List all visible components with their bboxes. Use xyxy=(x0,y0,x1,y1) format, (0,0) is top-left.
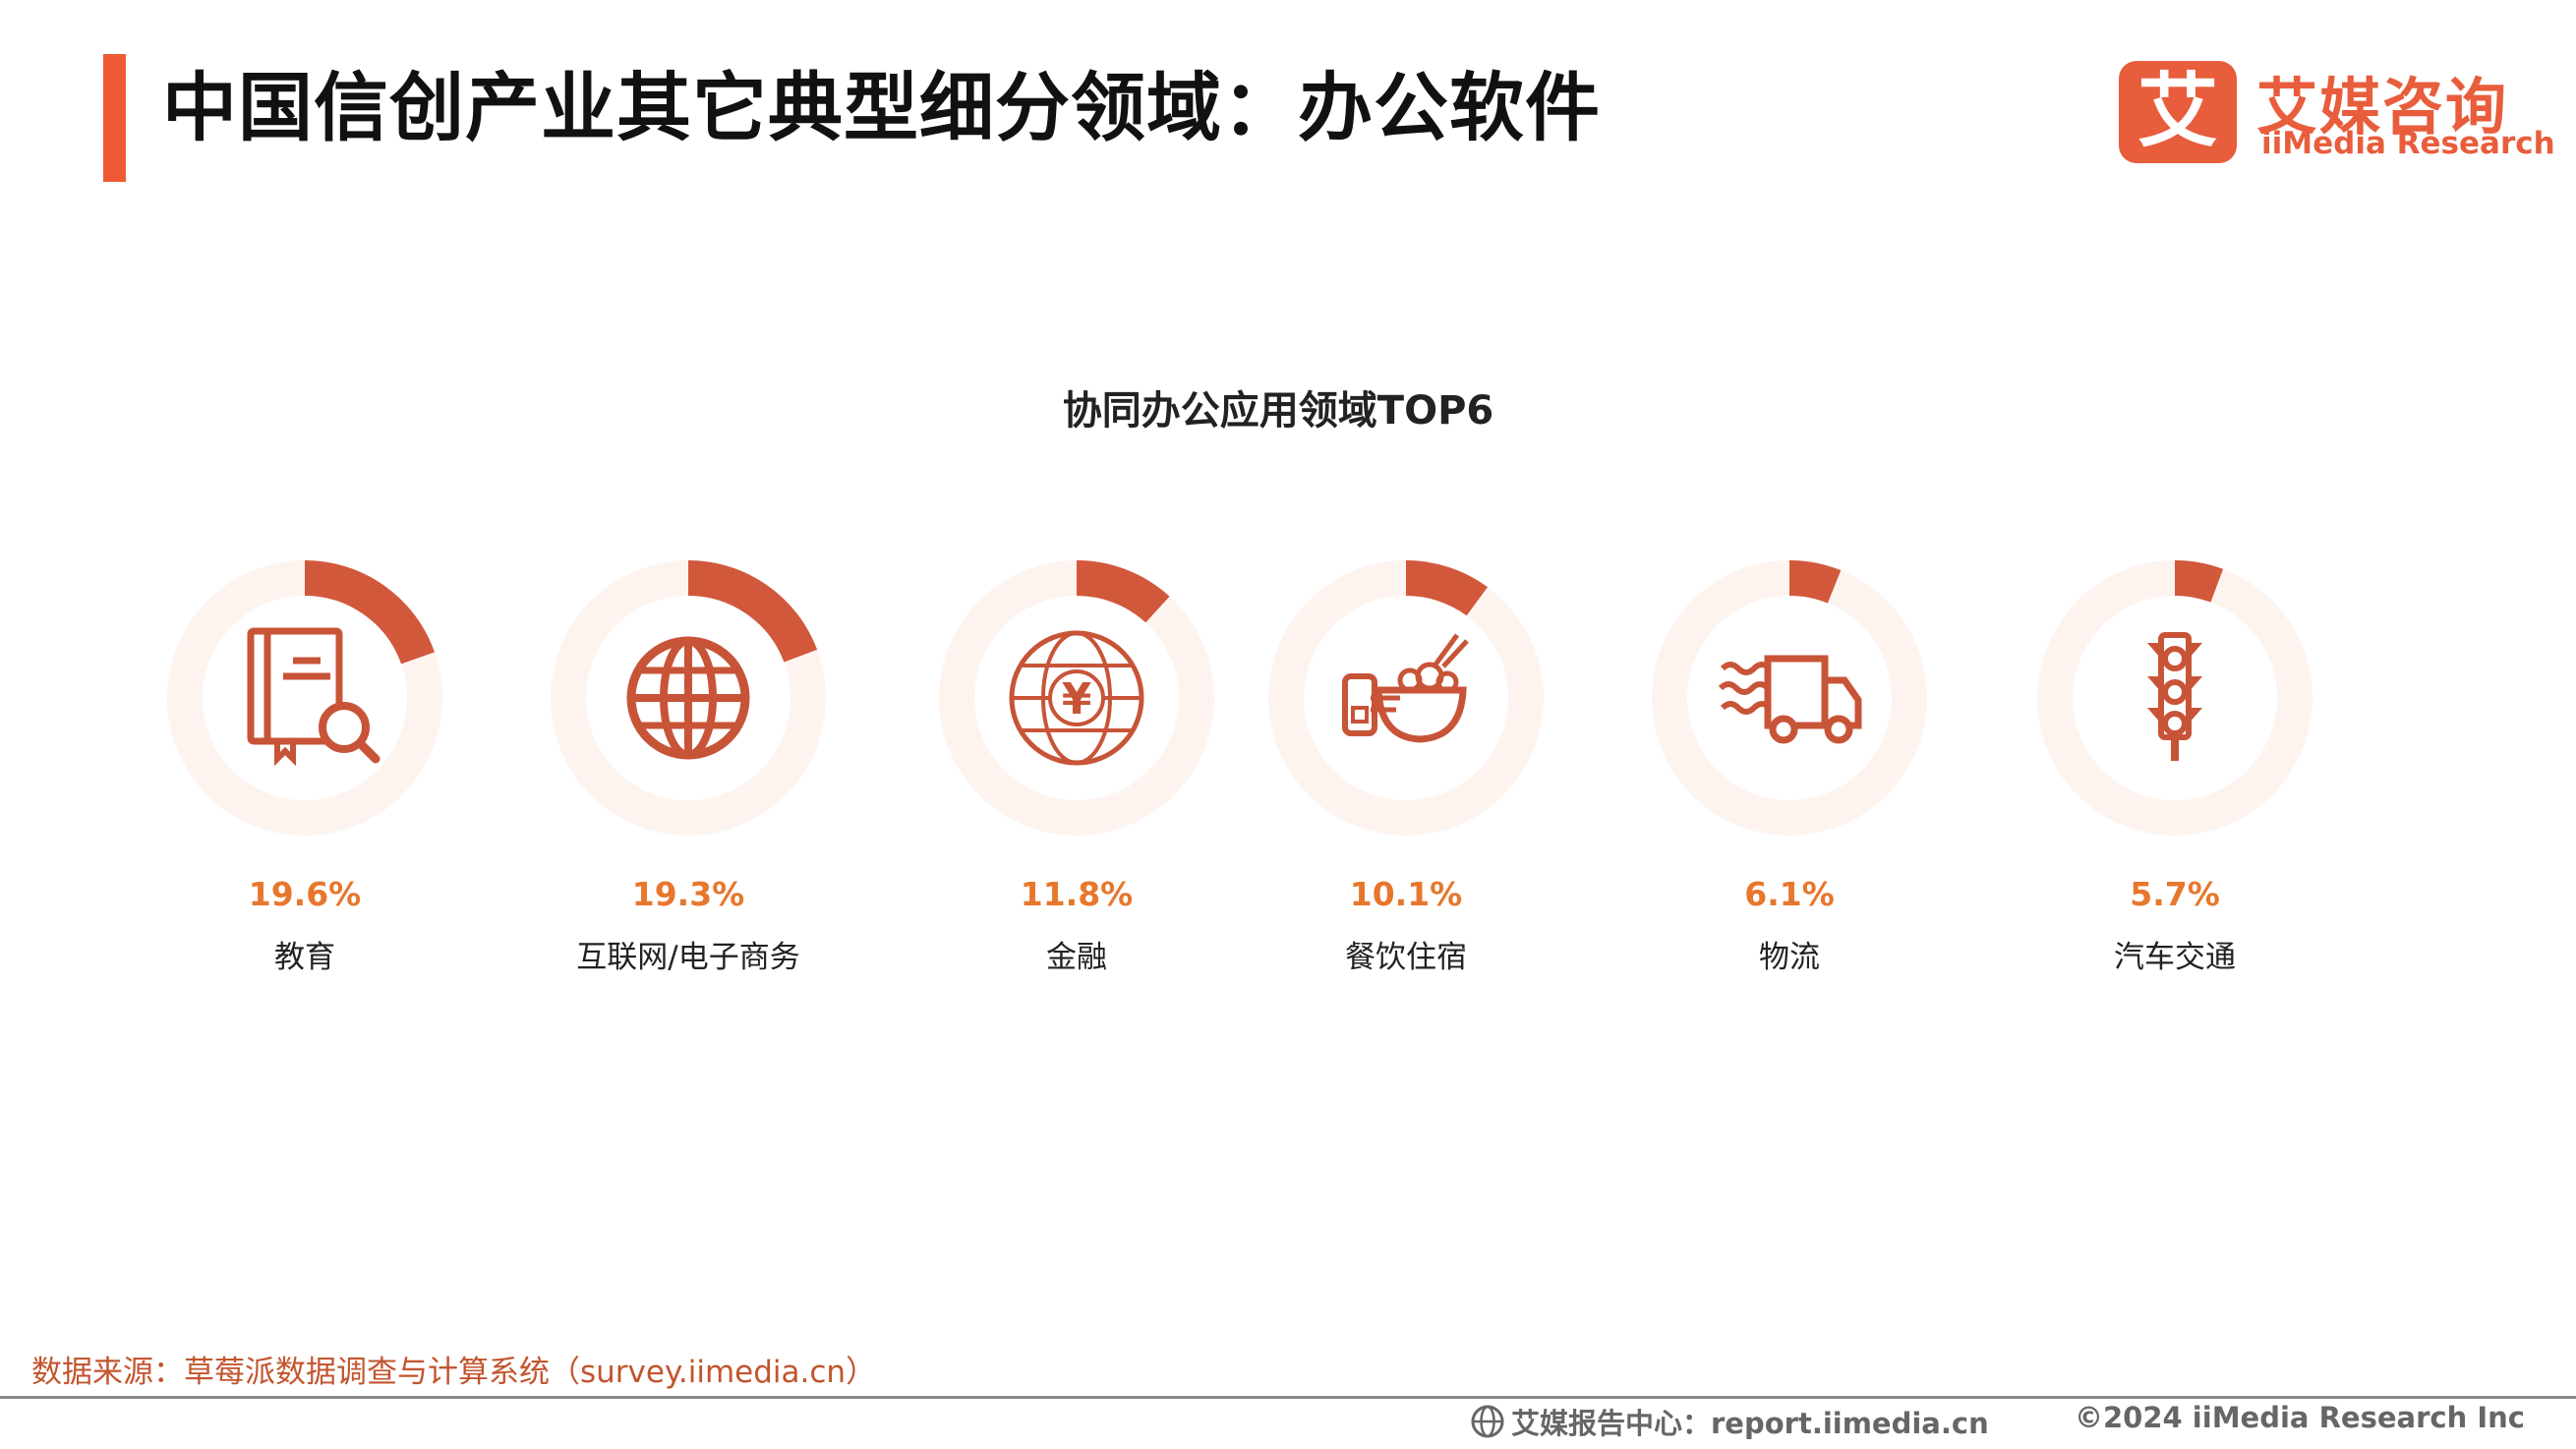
copyright: ©2024 iiMedia Research Inc xyxy=(2075,1401,2525,1434)
svg-text:¥: ¥ xyxy=(1062,674,1092,724)
value-label: 19.6% xyxy=(248,875,362,913)
yen-globe-icon: ¥ xyxy=(1009,630,1144,766)
chart-title: 协同办公应用领域TOP6 xyxy=(1062,388,1494,434)
category-label: 教育 xyxy=(274,940,335,975)
title-accent-bar xyxy=(103,54,126,182)
food-bowl-icon xyxy=(1342,633,1469,743)
value-label: 19.3% xyxy=(631,875,745,913)
brand-logo: 艾 艾媒咨询 iiMedia Research xyxy=(2119,61,2555,167)
report-center: 艾媒报告中心：report.iimedia.cn xyxy=(1470,1401,1989,1442)
donut-ring xyxy=(167,560,442,836)
category-label: 互联网/电子商务 xyxy=(576,940,800,975)
category-label: 汽车交通 xyxy=(2114,940,2236,975)
category-label: 餐饮住宿 xyxy=(1345,940,1467,975)
value-label: 5.7% xyxy=(2130,875,2220,913)
donut-slice xyxy=(304,560,436,665)
donut-ring xyxy=(2037,560,2313,836)
donut-ring: ¥ xyxy=(939,560,1214,836)
globe-icon xyxy=(626,636,750,760)
donut-track xyxy=(1652,560,1927,836)
footer-divider xyxy=(0,1396,2576,1399)
logo-text-en: iiMedia Research xyxy=(2261,126,2555,161)
donut-ring xyxy=(551,560,826,836)
donut-track xyxy=(2037,560,2313,836)
value-label: 11.8% xyxy=(1020,875,1134,913)
donut-track xyxy=(1268,560,1544,836)
delivery-truck-icon xyxy=(1718,655,1862,744)
value-label: 10.1% xyxy=(1349,875,1463,913)
traffic-light-icon xyxy=(2147,632,2202,761)
logo-mark: 艾 xyxy=(2119,61,2237,163)
category-label: 物流 xyxy=(1759,940,1820,975)
donut-ring xyxy=(1268,560,1544,836)
donut-slice xyxy=(1788,560,1842,604)
donut-ring xyxy=(1652,560,1927,836)
globe-small-icon xyxy=(1471,1405,1504,1438)
report-center-text: 艾媒报告中心：report.iimedia.cn xyxy=(1511,1407,1989,1440)
donut-slice xyxy=(687,560,818,664)
logo-text-cn: 艾媒咨询 xyxy=(2256,71,2509,143)
value-label: 6.1% xyxy=(1744,875,1835,913)
category-label: 金融 xyxy=(1046,940,1107,975)
data-source-note: 数据来源：草莓派数据调查与计算系统（survey.iimedia.cn） xyxy=(31,1355,877,1390)
page-title: 中国信创产业其它典型细分领域：办公软件 xyxy=(162,64,1601,151)
donut-slice xyxy=(1405,560,1488,616)
donut-slice xyxy=(1076,560,1170,623)
book-search-icon xyxy=(247,627,381,767)
donut-slice xyxy=(2174,560,2224,603)
